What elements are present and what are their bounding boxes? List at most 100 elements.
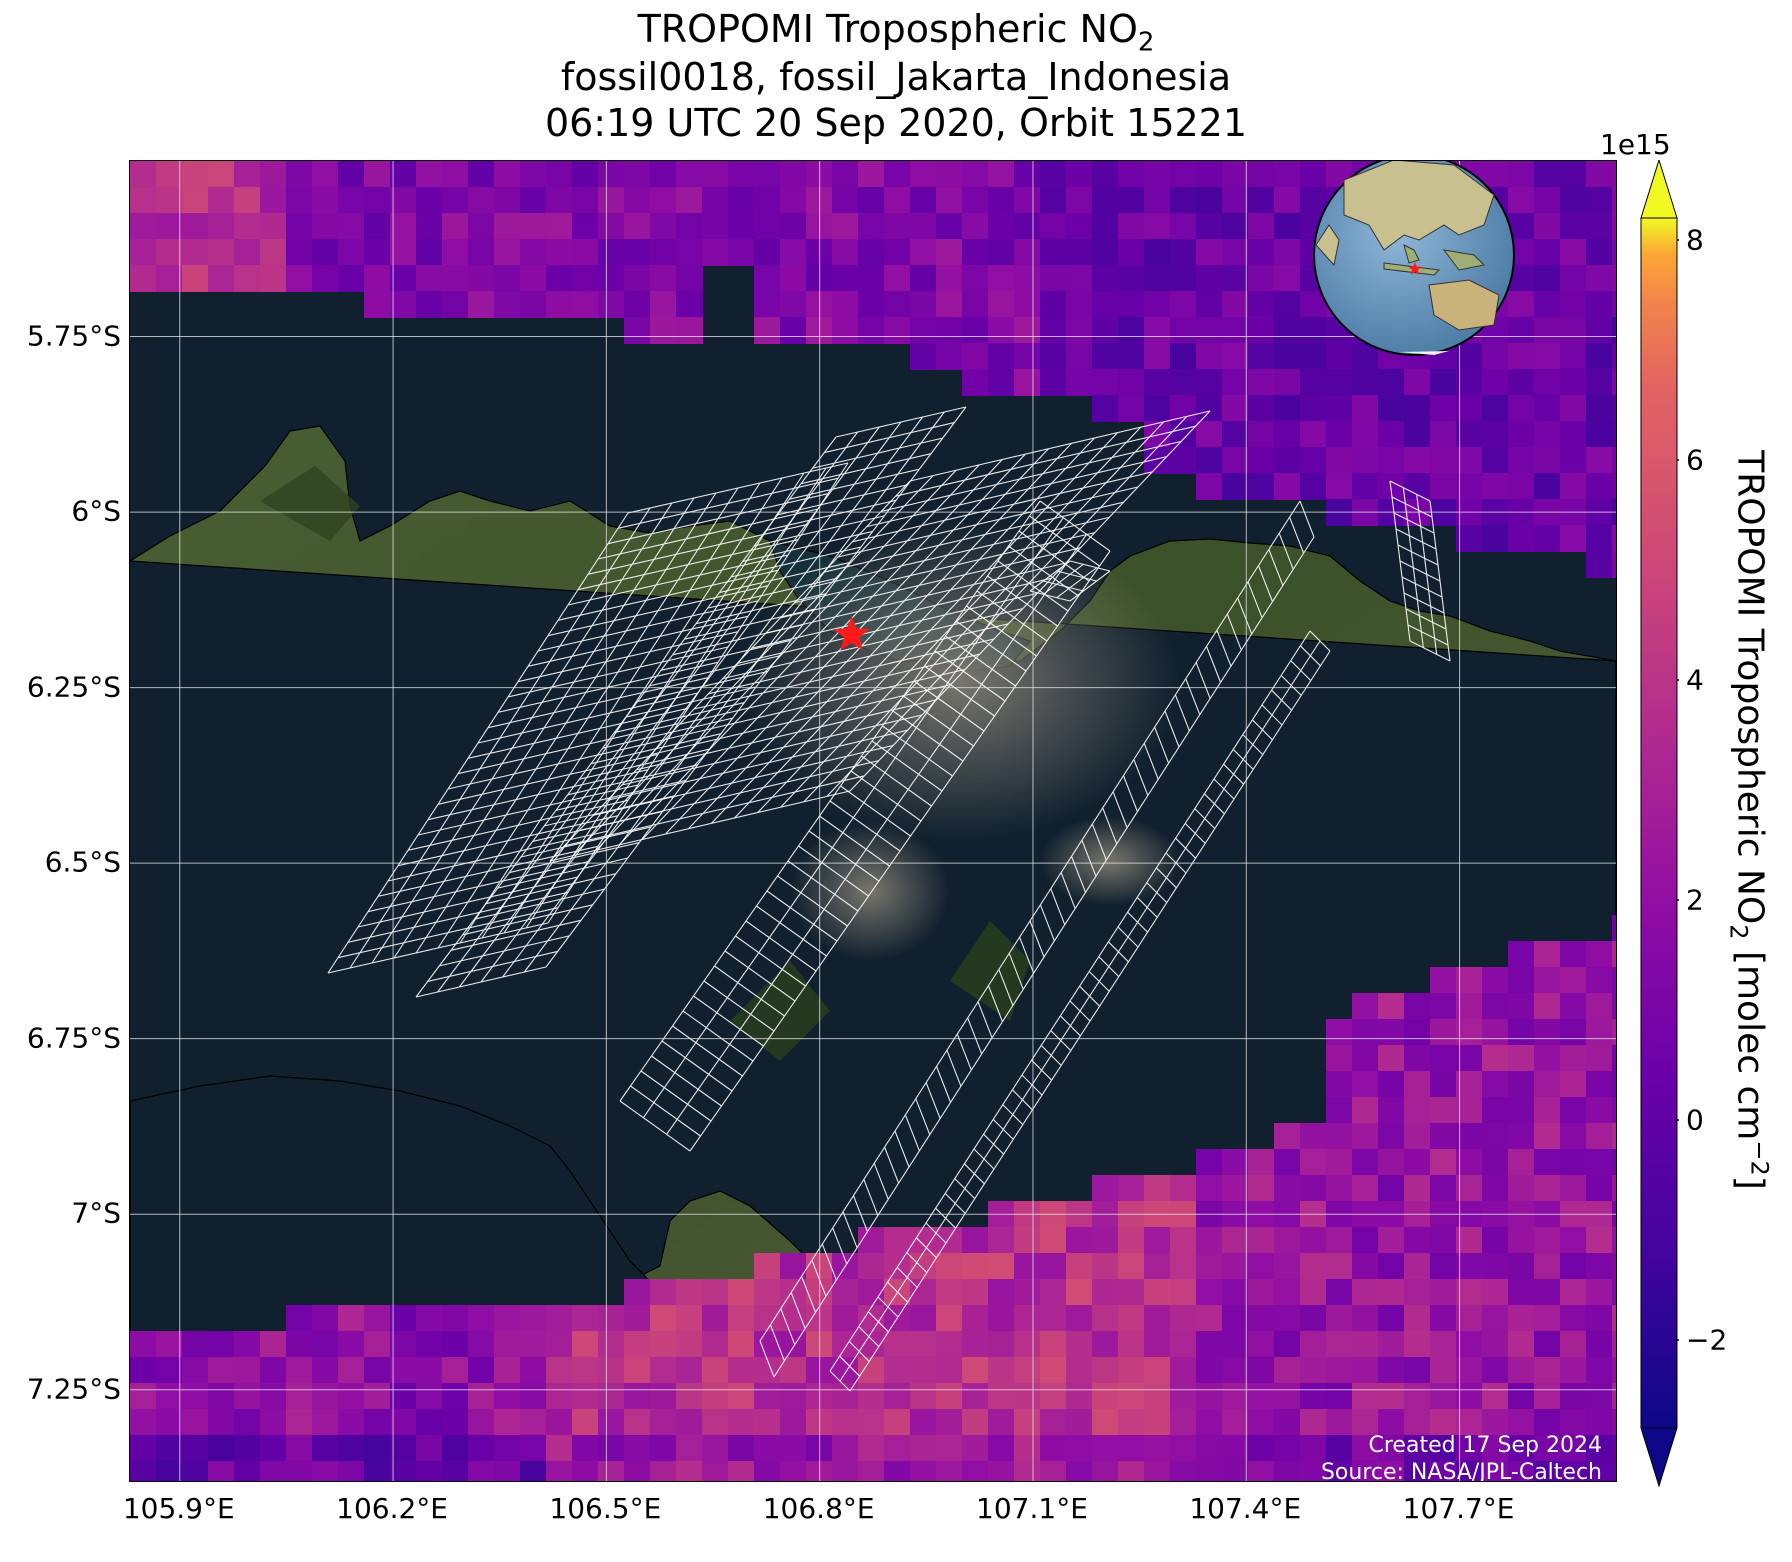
no2-pixel xyxy=(1586,1409,1613,1436)
no2-pixel xyxy=(1378,1409,1405,1436)
no2-pixel xyxy=(728,1409,755,1436)
no2-pixel xyxy=(1144,265,1171,292)
no2-pixel xyxy=(364,213,391,240)
globe-star-marker xyxy=(1408,262,1422,275)
no2-pixel xyxy=(1534,447,1561,474)
no2-pixel xyxy=(1222,473,1249,500)
no2-pixel xyxy=(1274,369,1301,396)
colorbar-tick-label: 0 xyxy=(1686,1103,1704,1137)
no2-pixel xyxy=(1534,239,1561,266)
no2-pixel xyxy=(546,187,573,214)
no2-pixel xyxy=(1222,291,1249,318)
no2-pixel xyxy=(728,213,755,240)
no2-pixel xyxy=(1378,447,1405,474)
no2-pixel xyxy=(1040,1305,1067,1332)
no2-pixel xyxy=(416,213,443,240)
satellite-basemap: Created 17 Sep 2024 Source: NASA/JPL-Cal… xyxy=(130,161,1616,1481)
no2-pixel xyxy=(702,1383,729,1410)
swath-gridline xyxy=(1133,759,1149,796)
no2-pixel xyxy=(1326,1435,1353,1462)
no2-pixel xyxy=(182,1435,209,1462)
no2-pixel xyxy=(286,239,313,266)
no2-pixel xyxy=(1196,291,1223,318)
no2-pixel xyxy=(780,1461,807,1481)
no2-pixel xyxy=(416,239,443,266)
no2-pixel xyxy=(988,1461,1015,1481)
no2-pixel xyxy=(858,291,885,318)
swath-gridline xyxy=(832,1227,848,1265)
no2-pixel xyxy=(1560,369,1587,396)
swath-gridline xyxy=(925,1222,947,1244)
no2-pixel xyxy=(182,161,209,188)
no2-pixel xyxy=(1508,1175,1535,1202)
no2-pixel xyxy=(1378,1149,1405,1176)
no2-pixel xyxy=(1456,1357,1483,1384)
swath-gridline xyxy=(703,980,775,1032)
no2-pixel xyxy=(1586,1331,1613,1358)
no2-pixel xyxy=(1508,1045,1535,1072)
no2-pixel xyxy=(1118,239,1145,266)
no2-pixel xyxy=(1326,1409,1353,1436)
no2-pixel xyxy=(702,1409,729,1436)
no2-pixel xyxy=(1430,1175,1457,1202)
no2-pixel xyxy=(1430,1045,1457,1072)
no2-pixel xyxy=(1352,1227,1379,1254)
swath-gridline xyxy=(1185,678,1201,715)
no2-pixel xyxy=(1508,1461,1535,1481)
no2-pixel xyxy=(1196,187,1223,214)
no2-pixel xyxy=(962,213,989,240)
no2-pixel xyxy=(156,161,183,188)
no2-pixel xyxy=(338,161,365,188)
no2-pixel xyxy=(468,1305,495,1332)
no2-pixel xyxy=(520,1461,547,1481)
no2-pixel xyxy=(1170,1253,1197,1280)
no2-pixel xyxy=(910,239,937,266)
swath-gridline xyxy=(1389,480,1431,502)
no2-pixel xyxy=(988,213,1015,240)
no2-pixel xyxy=(1248,239,1275,266)
no2-pixel xyxy=(1378,1305,1405,1332)
no2-pixel xyxy=(780,265,807,292)
no2-pixel xyxy=(1404,421,1431,448)
no2-pixel xyxy=(1586,447,1613,474)
no2-pixel xyxy=(208,239,235,266)
no2-pixel xyxy=(1196,239,1223,266)
no2-pixel xyxy=(1586,1227,1613,1254)
no2-pixel xyxy=(728,1383,755,1410)
no2-pixel xyxy=(1066,1461,1093,1481)
no2-pixel xyxy=(1222,1435,1249,1462)
no2-pixel xyxy=(364,187,391,214)
no2-pixel xyxy=(728,239,755,266)
no2-pixel xyxy=(1300,187,1327,214)
swath-gridline xyxy=(973,1148,995,1170)
no2-pixel xyxy=(1040,265,1067,292)
no2-pixel xyxy=(780,187,807,214)
no2-pixel xyxy=(702,187,729,214)
no2-pixel xyxy=(494,1305,521,1332)
no2-pixel xyxy=(1222,1461,1249,1481)
no2-pixel xyxy=(780,1409,807,1436)
swath-gridline xyxy=(607,729,908,801)
no2-pixel xyxy=(1430,1227,1457,1254)
swath-gridline xyxy=(682,1010,754,1062)
no2-pixel xyxy=(1430,395,1457,422)
swath-gridline xyxy=(595,469,957,851)
no2-pixel xyxy=(1586,1305,1613,1332)
swath-gridline xyxy=(593,744,894,816)
no2-pixel xyxy=(1040,1279,1067,1306)
no2-pixel xyxy=(676,1305,703,1332)
no2-pixel xyxy=(1482,1123,1509,1150)
no2-pixel xyxy=(1456,1123,1483,1150)
no2-pixel xyxy=(1222,213,1249,240)
no2-pixel xyxy=(676,317,703,344)
colorbar-tickmarks xyxy=(1677,239,1679,1341)
no2-pixel xyxy=(1326,1071,1353,1098)
no2-pixel xyxy=(1274,161,1301,188)
no2-pixel xyxy=(520,239,547,266)
no2-pixel xyxy=(962,1357,989,1384)
swath-gridline xyxy=(1397,544,1439,566)
no2-pixel xyxy=(1144,1305,1171,1332)
no2-pixel xyxy=(260,1357,287,1384)
no2-pixel xyxy=(1300,421,1327,448)
no2-pixel xyxy=(858,187,885,214)
